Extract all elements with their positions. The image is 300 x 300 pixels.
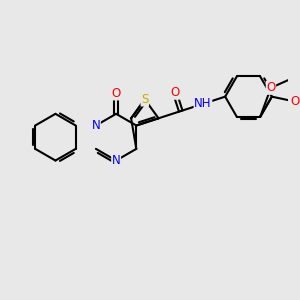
Text: NH: NH (194, 98, 212, 110)
Text: O: O (170, 86, 179, 99)
Text: O: O (112, 87, 121, 100)
Text: O: O (290, 95, 299, 108)
Text: N: N (112, 154, 121, 167)
Text: O: O (266, 81, 276, 94)
Text: N: N (92, 119, 100, 132)
Text: S: S (141, 93, 148, 106)
